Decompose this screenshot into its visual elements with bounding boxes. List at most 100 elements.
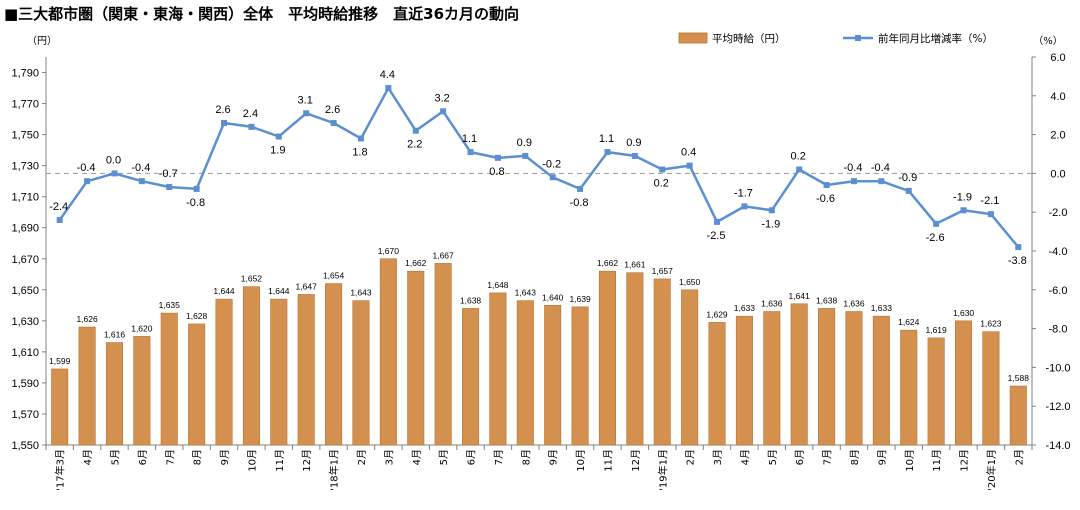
bar <box>160 312 178 446</box>
x-tick-label: 11月 <box>274 449 286 472</box>
left-tick-label: 1,670 <box>11 254 39 266</box>
line-marker <box>412 127 419 134</box>
x-tick-label: 12月 <box>301 449 313 472</box>
bar <box>955 320 973 446</box>
bar-value-label: 1,638 <box>460 295 482 305</box>
line-value-label: -2.6 <box>926 232 945 244</box>
line-marker <box>330 119 337 126</box>
bar <box>51 368 69 446</box>
line-value-label: 0.4 <box>681 147 696 159</box>
bar <box>653 278 671 446</box>
line-marker <box>823 182 830 189</box>
bar-value-label: 1,624 <box>898 317 920 327</box>
x-tick-label: 7月 <box>822 449 834 465</box>
bar-value-label: 1,644 <box>213 286 235 296</box>
line-value-label: 2.6 <box>215 104 230 116</box>
line-value-label: -1.9 <box>761 218 780 230</box>
x-tick-label: 2月 <box>685 449 697 465</box>
line-marker <box>714 218 721 225</box>
right-tick-label: 4.0 <box>1050 91 1065 103</box>
line-value-label: -0.4 <box>131 162 150 174</box>
line-value-label: 1.1 <box>599 133 614 145</box>
bar-value-label: 1,644 <box>268 286 290 296</box>
line-marker <box>960 207 967 214</box>
bar <box>845 311 863 446</box>
x-tick-label: 2月 <box>1013 449 1025 465</box>
line-value-label: -2.1 <box>980 195 999 207</box>
bar <box>462 308 480 446</box>
x-tick-label: 8月 <box>849 449 861 465</box>
bar-value-label: 1,599 <box>49 356 71 366</box>
x-tick-label: 4月 <box>739 449 751 465</box>
line-value-label: 1.1 <box>462 133 477 145</box>
left-tick-label: 1,710 <box>11 192 39 204</box>
left-tick-label: 1,570 <box>11 409 39 421</box>
right-tick-label: -4.0 <box>1049 246 1068 258</box>
right-tick-label: -12.0 <box>1045 401 1070 413</box>
line-marker <box>522 152 529 159</box>
x-tick-label: 10月 <box>575 449 587 472</box>
x-tick-label: 11月 <box>602 449 614 472</box>
line-marker <box>768 207 775 214</box>
right-tick-label: 0.0 <box>1050 168 1065 180</box>
bar <box>489 292 507 446</box>
bar <box>544 305 562 446</box>
line-marker <box>631 152 638 159</box>
bar <box>598 270 616 446</box>
bar-value-label: 1,638 <box>816 295 838 305</box>
line-marker <box>56 216 63 223</box>
bar <box>626 272 644 446</box>
line-value-label: 0.0 <box>106 154 121 166</box>
right-tick-label: 2.0 <box>1050 130 1065 142</box>
bar-value-label: 1,670 <box>378 246 400 256</box>
line-value-label: -0.4 <box>871 162 890 174</box>
line-series <box>58 86 1020 248</box>
bar-value-label: 1,630 <box>953 308 975 318</box>
bar <box>242 286 260 446</box>
line-marker <box>577 185 584 192</box>
line-marker <box>193 185 200 192</box>
bar-value-label: 1,636 <box>761 299 783 309</box>
bar-value-label: 1,626 <box>76 314 98 324</box>
x-tick-label: 4月 <box>411 449 423 465</box>
line-marker <box>221 119 228 126</box>
bar-value-label: 1,661 <box>624 260 646 270</box>
bar-value-label: 1,628 <box>186 311 208 321</box>
bar <box>900 329 918 446</box>
bar <box>297 294 315 446</box>
line-marker <box>494 154 501 161</box>
bar <box>571 306 589 446</box>
bar-value-label: 1,650 <box>679 277 701 287</box>
bar <box>735 315 753 446</box>
line-marker <box>385 85 392 92</box>
line-value-label: -0.8 <box>186 197 205 209</box>
bar-value-label: 1,635 <box>159 300 181 310</box>
line-marker <box>933 220 940 227</box>
line-value-label: 0.8 <box>489 166 504 178</box>
bar <box>790 303 808 446</box>
left-tick-label: 1,750 <box>11 130 39 142</box>
line-marker <box>84 178 91 185</box>
left-tick-label: 1,770 <box>11 99 39 111</box>
line-value-label: -2.5 <box>707 230 726 242</box>
x-tick-label: 2月 <box>356 449 368 465</box>
line-marker <box>248 123 255 130</box>
bar <box>1009 385 1027 446</box>
x-tick-label: 6月 <box>137 449 149 465</box>
x-tick-label: 9月 <box>876 449 888 465</box>
x-tick-label: 7月 <box>164 449 176 465</box>
line-value-label: 0.9 <box>626 137 641 149</box>
bar <box>352 300 370 446</box>
legend-line-marker <box>855 35 861 41</box>
left-tick-label: 1,790 <box>11 68 39 80</box>
bar <box>133 336 151 446</box>
bar-value-label: 1,648 <box>487 280 509 290</box>
bar-value-label: 1,657 <box>652 266 674 276</box>
x-tick-label: 5月 <box>438 449 450 465</box>
line-marker <box>303 110 310 117</box>
bar <box>763 311 781 446</box>
x-tick-label: 8月 <box>520 449 532 465</box>
line-marker <box>111 170 118 177</box>
left-tick-label: 1,610 <box>11 347 39 359</box>
bar-value-label: 1,620 <box>131 323 153 333</box>
